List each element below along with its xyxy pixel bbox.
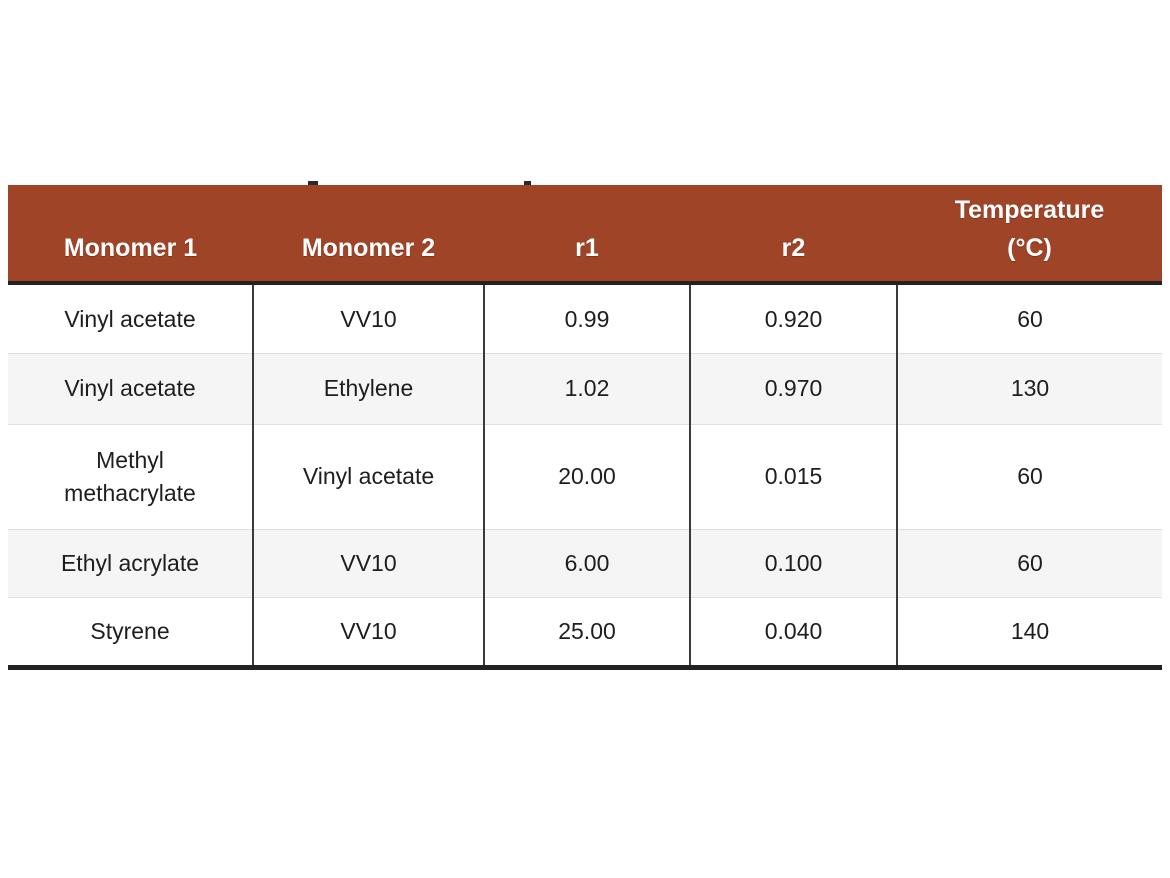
cell-r2: 0.970 [689, 352, 897, 424]
cell-monomer-1: Vinyl acetate [8, 283, 253, 353]
table-body: Vinyl acetate VV10 0.99 0.920 60 Vinyl a… [8, 283, 1162, 667]
cell-r1: 6.00 [483, 528, 690, 597]
cell-monomer-1: Ethyl acrylate [8, 528, 253, 597]
header-cell-r1: r1 [484, 185, 690, 285]
cell-temperature: 60 [896, 283, 1162, 353]
cell-r2: 0.920 [689, 283, 897, 353]
table-row: Vinyl acetate VV10 0.99 0.920 60 [8, 283, 1162, 353]
cell-monomer-1: Methyl methacrylate [8, 423, 253, 529]
cell-monomer-1: Styrene [8, 596, 253, 667]
reactivity-ratio-table: Monomer 1 Monomer 2 r1 r2 Temperature (°C… [8, 185, 1162, 670]
cell-temperature: 60 [896, 528, 1162, 597]
table-row: Ethyl acrylate VV10 6.00 0.100 60 [8, 528, 1162, 597]
cell-r2: 0.040 [689, 596, 897, 667]
header-cell-monomer-1: Monomer 1 [8, 185, 253, 285]
table-row: Styrene VV10 25.00 0.040 140 [8, 596, 1162, 667]
cell-monomer-2: VV10 [252, 596, 484, 667]
cell-r2: 0.100 [689, 528, 897, 597]
temperature-header-line-1: Temperature [954, 196, 1105, 224]
cell-monomer-2: Vinyl acetate [252, 423, 484, 529]
header-cell-temperature: Temperature (°C) [897, 185, 1162, 285]
header-row: Monomer 1 Monomer 2 r1 r2 Temperature (°C… [8, 185, 1162, 285]
crop-artifact-right [524, 181, 531, 185]
cell-temperature: 130 [896, 352, 1162, 424]
cell-monomer-2: VV10 [252, 283, 484, 353]
cell-r2: 0.015 [689, 423, 897, 529]
cell-r1: 0.99 [483, 283, 690, 353]
temperature-header-line-2: (°C) [1007, 233, 1052, 262]
cell-r1: 25.00 [483, 596, 690, 667]
crop-artifact-left [308, 181, 318, 185]
cell-r1: 20.00 [483, 423, 690, 529]
cell-monomer-2: VV10 [252, 528, 484, 597]
reactivity-ratio-table-container: Monomer 1 Monomer 2 r1 r2 Temperature (°C… [8, 185, 1162, 670]
cell-temperature: 60 [896, 423, 1162, 529]
table-row: Methyl methacrylate Vinyl acetate 20.00 … [8, 423, 1162, 529]
cell-monomer-2: Ethylene [252, 352, 484, 424]
cell-temperature: 140 [896, 596, 1162, 667]
table-header: Monomer 1 Monomer 2 r1 r2 Temperature (°C… [8, 185, 1162, 285]
cell-r1: 1.02 [483, 352, 690, 424]
header-cell-monomer-2: Monomer 2 [253, 185, 484, 285]
header-cell-r2: r2 [690, 185, 897, 285]
table-row: Vinyl acetate Ethylene 1.02 0.970 130 [8, 352, 1162, 424]
cell-monomer-1: Vinyl acetate [8, 352, 253, 424]
